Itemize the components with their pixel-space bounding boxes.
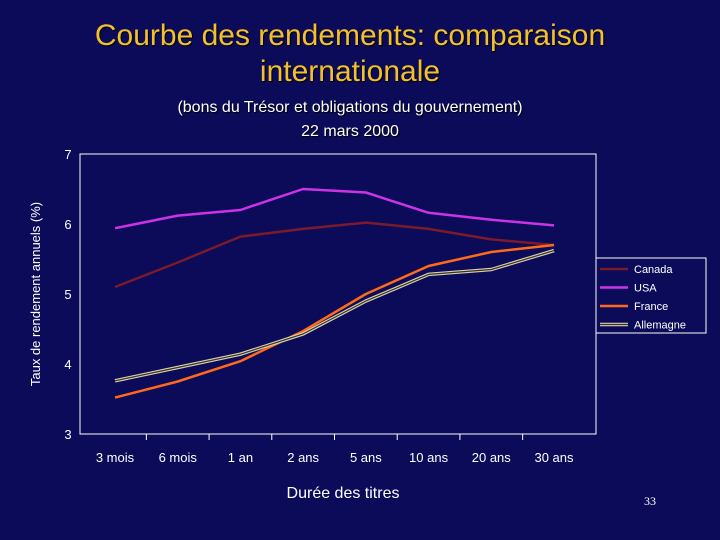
x-axis-label: Durée des titres xyxy=(287,485,400,502)
series-line-usa xyxy=(114,187,555,230)
legend-box xyxy=(595,257,707,334)
x-tick-label: 5 ans xyxy=(350,450,382,465)
legend: Canada USA France Allemagne xyxy=(595,257,707,334)
series-line-canada xyxy=(114,221,555,289)
y-tick-label: 3 xyxy=(64,427,71,442)
y-tick-label: 6 xyxy=(64,217,71,232)
x-tick-label: 1 an xyxy=(228,450,253,465)
y-tick-label: 5 xyxy=(64,287,71,302)
x-tick-label: 3 mois xyxy=(96,450,135,465)
x-tick-label: 6 mois xyxy=(159,450,198,465)
y-tick-label: 4 xyxy=(64,357,71,372)
x-tick-label: 10 ans xyxy=(409,450,449,465)
series-layer xyxy=(114,187,555,399)
x-tick-label: 30 ans xyxy=(534,450,574,465)
plot-area xyxy=(79,153,597,435)
legend-label-canada: Canada xyxy=(634,264,673,276)
page-number: 33 xyxy=(644,494,656,508)
series-line-allemagne xyxy=(114,250,555,382)
x-axis: 3 mois 6 mois 1 an 2 ans 5 ans 10 ans 20 ans 30… xyxy=(96,434,574,465)
legend-label-usa: USA xyxy=(634,283,657,295)
x-tick-label: 20 ans xyxy=(472,450,512,465)
y-tick-label: 7 xyxy=(64,147,71,162)
legend-label-france: France xyxy=(634,301,668,313)
slide-title: Courbe des rendements: comparaison inter… xyxy=(94,19,606,88)
y-axis-label: Taux de rendement annuels (%) xyxy=(28,202,43,386)
series-line-france xyxy=(114,243,555,399)
x-tick-label: 2 ans xyxy=(287,450,319,465)
subtitle-line-2: 22 mars 2000 xyxy=(301,123,399,140)
subtitle-line-1: (bons du Trésor et obligations du gouver… xyxy=(177,99,523,116)
y-axis: 3 4 5 6 7 xyxy=(64,147,71,442)
legend-label-allemagne: Allemagne xyxy=(634,320,686,332)
slide-subtitle: (bons du Trésor et obligations du gouver… xyxy=(100,96,600,144)
